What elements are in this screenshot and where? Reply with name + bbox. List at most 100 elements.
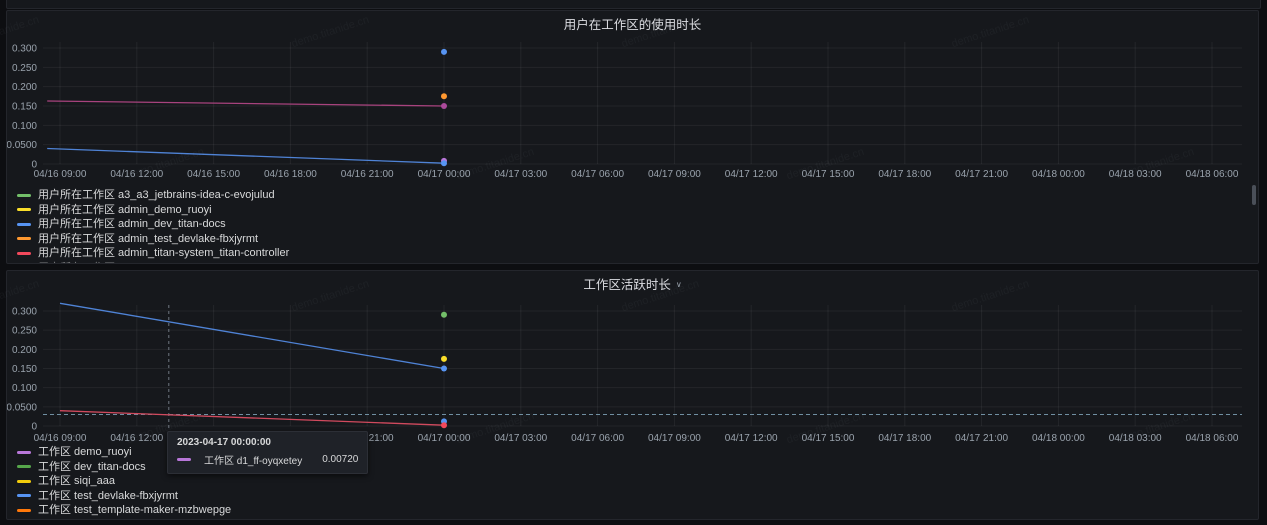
tooltip-series-value: 0.00720 (322, 454, 359, 465)
x-axis-label: 04/18 03:00 (1109, 433, 1162, 444)
x-axis-label: 04/17 03:00 (494, 169, 547, 180)
x-axis-label: 04/17 06:00 (571, 433, 624, 444)
data-point[interactable] (441, 48, 447, 55)
series-line[interactable] (47, 147, 445, 164)
data-point[interactable] (441, 103, 447, 109)
x-axis-label: 04/17 03:00 (494, 433, 547, 444)
data-point[interactable] (441, 422, 447, 429)
x-axis-label: 04/17 21:00 (955, 169, 1008, 180)
panel-user-workspace-usage: 用户在工作区的使用时长 0 0.0500 0.100 0.150 0.200 0.250 0… (6, 10, 1259, 264)
legend-series-label[interactable]: 工作区 dev_titan-docs (38, 460, 146, 473)
panel-title-user-usage[interactable]: 用户在工作区的使用时长 (7, 14, 1258, 33)
legend-series-swatch (17, 251, 31, 255)
x-axis-label: 04/17 00:00 (418, 433, 471, 444)
y-axis-label: 0 (31, 422, 37, 433)
legend-item[interactable]: 用户所在工作区 admin_demo_ruoyi (17, 203, 1254, 218)
y-axis-label: 0.150 (12, 364, 37, 375)
legend-item[interactable]: 工作区 siqi_aaa (17, 474, 1254, 489)
legend-series-label[interactable]: 用户所在工作区 (38, 261, 115, 264)
legend-series-label[interactable]: 工作区 test_template-maker-mzbwepge (38, 504, 232, 516)
legend-item[interactable]: 用户所在工作区 (17, 261, 1254, 264)
tooltip-timestamp: 2023-04-17 00:00:00 (177, 437, 271, 448)
y-axis-label: 0.100 (12, 121, 37, 132)
active-legend: 工作区 demo_ruoyi 工作区 dev_titan-docs 工作区 siqi… (17, 445, 1254, 519)
x-axis-label: 04/17 09:00 (648, 169, 701, 180)
legend-item[interactable]: 工作区 test_template-maker-mzbwepge (17, 503, 1254, 518)
legend-series-swatch (17, 208, 31, 212)
data-point[interactable] (441, 365, 447, 372)
panel-title-text: 用户在工作区的使用时长 (563, 18, 702, 32)
x-axis-label: 04/16 09:00 (34, 169, 87, 180)
legend-series-label[interactable]: 工作区 demo_ruoyi (38, 446, 132, 458)
legend-series-label[interactable]: 工作区 siqi_aaa (38, 475, 116, 487)
x-axis-label: 04/18 00:00 (1032, 433, 1085, 444)
x-axis-label: 04/17 12:00 (725, 433, 778, 444)
x-axis-label: 04/18 00:00 (1032, 169, 1085, 180)
data-point[interactable] (441, 311, 447, 318)
x-axis-label: 04/16 18:00 (264, 169, 317, 180)
y-axis-label: 0.300 (12, 306, 37, 317)
legend-item[interactable]: 用户所在工作区 admin_test_devlake-fbxjyrmt (17, 232, 1254, 247)
chevron-down-icon[interactable]: ∨ (675, 280, 682, 289)
y-axis-label: 0.0500 (7, 140, 37, 151)
series-line[interactable] (47, 100, 445, 107)
scrollbar-thumb[interactable] (1252, 185, 1256, 205)
x-axis-label: 04/17 18:00 (878, 433, 931, 444)
y-axis-label: 0.200 (12, 345, 37, 356)
legend-item[interactable]: 用户所在工作区 a3_a3_jetbrains-idea-c-evojulud (17, 188, 1254, 203)
y-axis-label: 0.250 (12, 326, 37, 337)
data-point[interactable] (441, 160, 447, 167)
x-axis-label: 04/17 15:00 (802, 433, 855, 444)
y-axis-label: 0.250 (12, 63, 37, 74)
x-axis-label: 04/17 00:00 (418, 169, 471, 180)
usage-chart[interactable]: 0 0.0500 0.100 0.150 0.200 0.250 0.300 04/16 09… (7, 11, 1259, 187)
x-axis-label: 04/17 09:00 (648, 433, 701, 444)
y-axis-label: 0.200 (12, 82, 37, 93)
series-line[interactable] (59, 410, 445, 426)
legend-series-swatch (17, 494, 31, 498)
tooltip-series-swatch (177, 458, 191, 461)
legend-item[interactable]: 用户所在工作区 admin_dev_titan-docs (17, 217, 1254, 232)
usage-legend: 用户所在工作区 a3_a3_jetbrains-idea-c-evojulud 用… (17, 188, 1254, 264)
active-chart[interactable]: 0 0.0500 0.100 0.150 0.200 0.250 0.300 04/16 09… (7, 271, 1259, 449)
legend-item[interactable]: 用户所在工作区 admin_titan-system_titan-control… (17, 246, 1254, 261)
legend-series-swatch (17, 465, 31, 469)
y-axis-label: 0.300 (12, 44, 37, 55)
x-axis-label: 04/16 21:00 (341, 169, 394, 180)
legend-series-swatch (17, 237, 31, 241)
x-axis-label: 04/17 12:00 (725, 169, 778, 180)
row-divider (6, 0, 1261, 9)
panel-workspace-active-duration: 工作区活跃时长 ∨ 0 0.0500 0.100 0.150 0.200 0.250 0.30… (6, 270, 1259, 520)
x-axis-label: 04/17 15:00 (802, 169, 855, 180)
legend-series-label[interactable]: 用户所在工作区 a3_a3_jetbrains-idea-c-evojulud (38, 189, 275, 201)
legend-series-label[interactable]: 用户所在工作区 admin_demo_ruoyi (38, 203, 212, 216)
x-axis-label: 04/16 15:00 (187, 169, 240, 180)
legend-series-swatch (17, 479, 31, 483)
y-axis-label: 0 (31, 160, 37, 171)
x-axis-label: 04/18 06:00 (1186, 169, 1239, 180)
data-point[interactable] (441, 355, 447, 362)
series-line[interactable] (59, 302, 445, 370)
legend-item[interactable]: 工作区 dev_titan-docs (17, 460, 1254, 475)
legend-series-label[interactable]: 用户所在工作区 admin_test_devlake-fbxjyrmt (38, 232, 259, 245)
legend-item[interactable]: 工作区 test_devlake-fbxjyrmt (17, 489, 1254, 504)
chart-tooltip: 2023-04-17 00:00:00 工作区 d1_ff-oyqxetey 0… (167, 431, 369, 474)
x-axis-label: 04/16 09:00 (34, 433, 87, 444)
x-axis-label: 04/18 06:00 (1186, 433, 1239, 444)
legend-series-label[interactable]: 工作区 test_devlake-fbxjyrmt (38, 489, 178, 502)
legend-item[interactable]: 工作区 demo_ruoyi (17, 445, 1254, 460)
legend-series-swatch (17, 193, 31, 197)
x-axis-label: 04/17 06:00 (571, 169, 624, 180)
x-axis-label: 04/17 18:00 (878, 169, 931, 180)
data-point[interactable] (441, 93, 447, 100)
legend-series-swatch (17, 508, 31, 512)
legend-series-swatch (17, 222, 31, 226)
tooltip-series-label: 工作区 d1_ff-oyqxetey (204, 456, 303, 467)
legend-series-label[interactable]: 用户所在工作区 admin_titan-system_titan-control… (38, 247, 290, 259)
y-axis-label: 0.100 (12, 383, 37, 394)
x-axis-label: 04/18 03:00 (1109, 169, 1162, 180)
panel-title-active-duration[interactable]: 工作区活跃时长 ∨ (7, 274, 1258, 293)
x-axis-label: 04/16 12:00 (110, 169, 163, 180)
legend-series-label[interactable]: 用户所在工作区 admin_dev_titan-docs (38, 218, 226, 230)
